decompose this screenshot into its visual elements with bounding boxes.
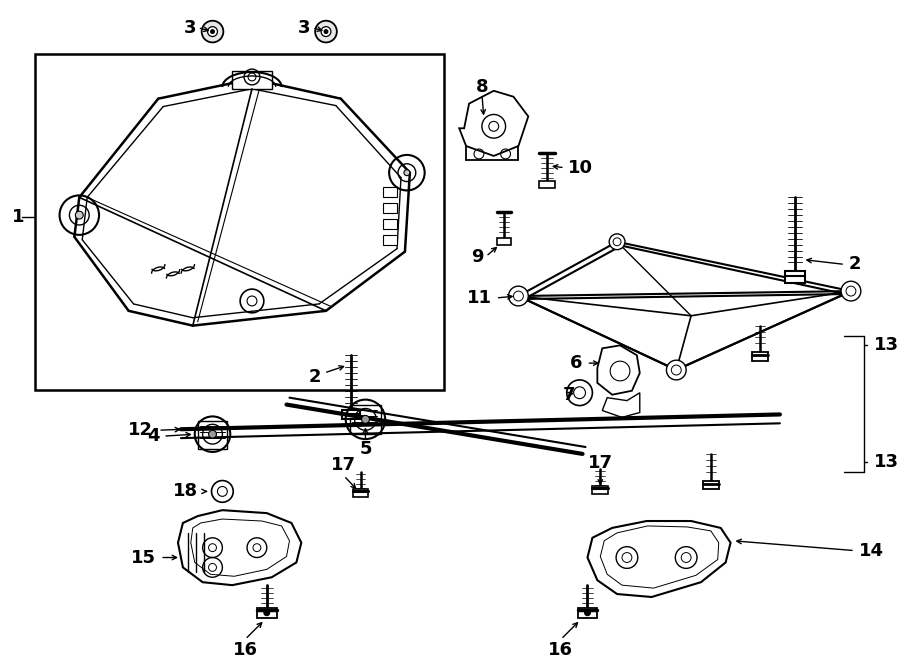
Circle shape	[324, 30, 328, 34]
Bar	[383, 203, 397, 213]
Circle shape	[76, 211, 83, 219]
Bar	[198, 421, 228, 449]
Circle shape	[315, 21, 337, 42]
Text: 18: 18	[173, 483, 198, 500]
Bar	[35, 54, 445, 390]
Text: 11: 11	[467, 289, 491, 307]
Text: 4: 4	[147, 427, 159, 445]
Text: 17: 17	[588, 453, 613, 471]
Text: 12: 12	[129, 421, 153, 439]
Text: 5: 5	[359, 440, 372, 458]
Circle shape	[666, 360, 686, 380]
Bar	[752, 352, 768, 361]
Circle shape	[211, 30, 214, 34]
Bar	[383, 219, 397, 229]
Bar	[785, 271, 805, 283]
Circle shape	[362, 416, 369, 423]
Circle shape	[264, 610, 270, 616]
Text: 1: 1	[12, 208, 24, 226]
Bar	[383, 235, 397, 245]
Circle shape	[321, 26, 331, 36]
Text: 14: 14	[859, 542, 884, 559]
Circle shape	[209, 430, 217, 438]
Text: 13: 13	[874, 453, 898, 471]
Bar	[592, 487, 608, 495]
Bar	[497, 238, 510, 245]
Bar	[539, 181, 555, 189]
Bar	[342, 410, 359, 419]
Text: 3: 3	[184, 19, 196, 36]
Text: 9: 9	[472, 248, 484, 265]
Circle shape	[208, 26, 218, 36]
Text: 10: 10	[568, 159, 593, 177]
Bar	[350, 404, 382, 434]
Text: 2: 2	[309, 368, 321, 386]
Bar	[383, 187, 397, 197]
Text: 7: 7	[562, 386, 575, 404]
Circle shape	[404, 169, 410, 175]
Bar	[703, 481, 719, 489]
Text: 3: 3	[298, 19, 310, 36]
Bar	[578, 608, 598, 618]
Text: 2: 2	[849, 256, 861, 273]
Text: 13: 13	[874, 336, 898, 354]
Circle shape	[584, 610, 590, 616]
Circle shape	[609, 234, 625, 250]
Bar	[256, 608, 276, 618]
Text: 16: 16	[232, 641, 257, 659]
Circle shape	[508, 286, 528, 306]
Bar	[232, 71, 272, 89]
Bar	[353, 489, 368, 497]
Text: 8: 8	[475, 78, 488, 96]
Circle shape	[202, 21, 223, 42]
Text: 15: 15	[131, 549, 157, 567]
Circle shape	[842, 281, 860, 301]
Text: 6: 6	[570, 354, 582, 372]
Text: 16: 16	[548, 641, 573, 659]
Text: 17: 17	[331, 455, 356, 473]
